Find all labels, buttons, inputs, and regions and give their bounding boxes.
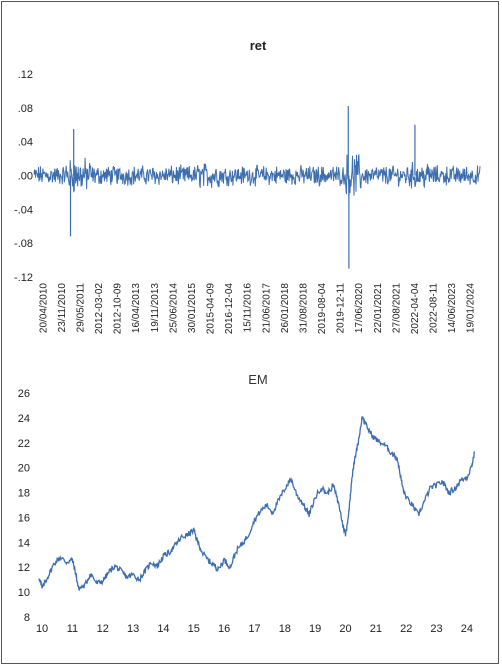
ret-x-tick-label: 29/05/2011: [75, 283, 86, 333]
ret-x-tick-label: 21/06/2017: [261, 283, 272, 333]
em-series-path: [38, 416, 476, 591]
em-x-tick-label: 10: [36, 623, 48, 635]
em-x-tick-label: 14: [157, 623, 169, 635]
em-chart-title: EM: [248, 372, 268, 387]
ret-y-tick-label: .12: [18, 69, 33, 81]
ret-y-tick-label: .08: [18, 103, 33, 115]
em-x-tick-label: 17: [248, 623, 260, 635]
ret-x-tick-label: 2012-10-09: [113, 283, 124, 335]
ret-x-tick-label: 2019-08-04: [317, 283, 328, 335]
em-x-tick-label: 18: [279, 623, 291, 635]
em-x-axis: 10 11 12 13 14 15 16 17 18 19 20 21 22 23 24: [36, 623, 473, 635]
ret-x-tick-label: 25/06/2014: [168, 283, 179, 333]
em-x-tick-label: 21: [370, 623, 382, 635]
em-y-tick-label: 10: [18, 587, 30, 599]
em-x-tick-label: 22: [400, 623, 412, 635]
em-x-tick-label: 24: [461, 623, 473, 635]
ret-x-tick-label: 2019-12-11: [336, 283, 347, 334]
em-y-tick-label: 26: [18, 388, 30, 400]
em-y-tick-label: 24: [18, 413, 30, 425]
ret-x-tick-label: 15/11/2016: [243, 283, 254, 333]
em-y-tick-label: 14: [18, 537, 30, 549]
ret-y-tick-label: -.04: [14, 204, 33, 216]
ret-x-tick-label: 17/06/2020: [354, 283, 365, 333]
em-y-tick-label: 8: [24, 612, 30, 624]
em-y-tick-label: 16: [18, 512, 30, 524]
ret-x-tick-label: 19/01/2024: [466, 283, 477, 333]
ret-x-tick-label: 2016-12-04: [224, 283, 235, 335]
ret-x-tick-label: 27/08/2021: [391, 283, 402, 333]
em-y-axis: 8 10 12 14 16 18 20 22 24 26: [18, 388, 30, 624]
ret-x-tick-label: 2012-03-02: [94, 283, 105, 335]
ret-y-tick-label: .00: [18, 171, 33, 183]
ret-noise-line: [33, 154, 481, 198]
ret-y-tick-label: .04: [18, 137, 33, 149]
ret-x-tick-label: 20/04/2010: [38, 283, 49, 333]
ret-y-tick-label: -.08: [14, 238, 33, 250]
ret-x-tick-label: 26/01/2018: [280, 283, 291, 333]
ret-x-tick-label: 19/11/2013: [150, 283, 161, 333]
em-series-line: [38, 416, 476, 591]
em-x-tick-label: 13: [127, 623, 139, 635]
em-y-tick-label: 20: [18, 463, 30, 475]
em-y-tick-label: 22: [18, 438, 30, 450]
ret-x-tick-label: 22/01/2021: [373, 283, 384, 333]
ret-x-tick-label: 2015-04-09: [206, 283, 217, 335]
em-x-tick-label: 12: [97, 623, 109, 635]
ret-x-axis: 20/04/2010 23/11/2010 29/05/2011 2012-03-02…: [38, 283, 476, 335]
em-x-tick-label: 11: [67, 623, 78, 635]
em-x-tick-label: 19: [309, 623, 321, 635]
em-y-tick-label: 12: [18, 562, 30, 574]
em-y-tick-label: 18: [18, 488, 30, 500]
ret-x-tick-label: 14/06/2023: [447, 283, 458, 333]
ret-y-axis: .12 .08 .04 .00 -.04 -.08 -.12: [14, 69, 33, 284]
ret-x-tick-label: 2022-08-11: [429, 283, 440, 334]
ret-x-tick-label: 2022-04-04: [410, 283, 421, 335]
ret-x-tick-label: 30/01/2015: [187, 283, 198, 333]
ret-chart-title: ret: [250, 38, 267, 53]
em-x-tick-label: 16: [218, 623, 230, 635]
ret-series-line: [33, 106, 481, 269]
em-x-tick-label: 20: [339, 623, 351, 635]
ret-x-tick-label: 16/04/2013: [131, 283, 142, 333]
em-x-tick-label: 23: [430, 623, 442, 635]
ret-x-tick-label: 31/08/2018: [298, 283, 309, 333]
em-x-tick-label: 15: [188, 623, 200, 635]
ret-y-tick-label: -.12: [14, 272, 33, 284]
ret-x-tick-label: 23/11/2010: [57, 283, 68, 333]
